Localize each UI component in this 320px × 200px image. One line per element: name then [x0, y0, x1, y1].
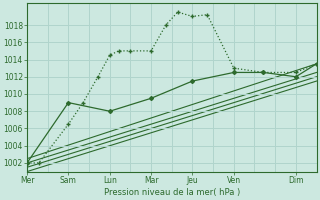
X-axis label: Pression niveau de la mer( hPa ): Pression niveau de la mer( hPa ) [104, 188, 240, 197]
